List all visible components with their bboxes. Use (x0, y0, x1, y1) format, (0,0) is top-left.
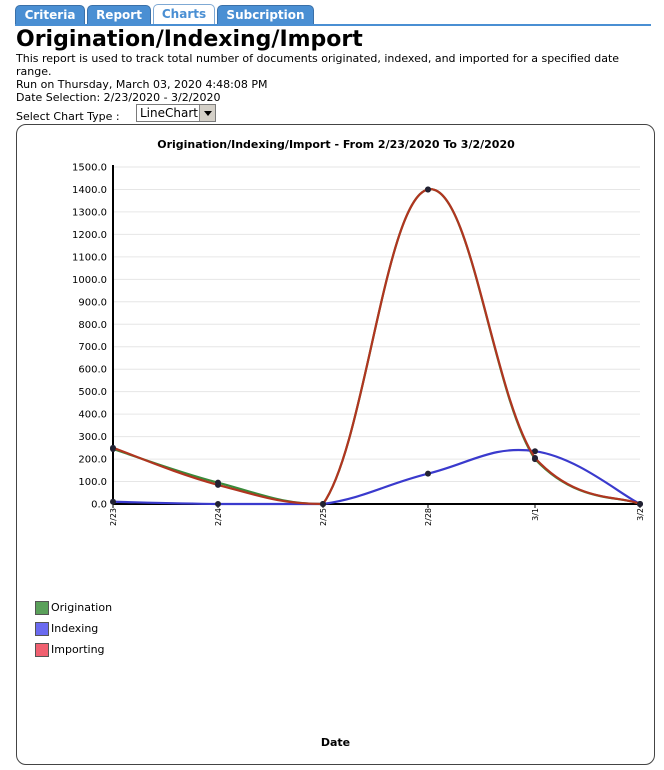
run-timestamp: Run on Thursday, March 03, 2020 4:48:08 … (16, 78, 268, 91)
y-tick-label: 1200.0 (72, 230, 107, 241)
chart-type-value: LineChart (140, 106, 198, 120)
data-point-indexing (532, 448, 538, 455)
tab-criteria[interactable]: Criteria (15, 5, 85, 25)
y-tick-label: 1000.0 (72, 275, 107, 286)
y-tick-label: 1400.0 (72, 185, 107, 196)
y-tick-label: 100.0 (78, 477, 107, 488)
y-tick-label: 700.0 (78, 342, 107, 353)
y-tick-label: 1100.0 (72, 252, 107, 263)
y-tick-label: 600.0 (78, 365, 107, 376)
legend-swatch-indexing (35, 622, 49, 636)
y-tick-label: 1300.0 (72, 207, 107, 218)
x-tick-label: 3/1 (531, 508, 540, 521)
chart-panel (16, 124, 655, 765)
report-description: This report is used to track total numbe… (16, 52, 620, 78)
legend-label-indexing: Indexing (51, 622, 99, 635)
y-tick-label: 500.0 (78, 387, 107, 398)
data-point-importing (215, 481, 221, 488)
data-point-indexing (110, 498, 116, 505)
chart-type-label: Select Chart Type : (16, 110, 120, 123)
chart-title: Origination/Indexing/Import - From 2/23/… (157, 138, 515, 151)
y-tick-label: 200.0 (78, 455, 107, 466)
x-tick-label: 2/25 (319, 508, 328, 526)
data-point-importing (425, 186, 431, 193)
chevron-down-icon[interactable] (199, 105, 215, 121)
x-tick-label: 2/24 (214, 508, 223, 526)
data-point-importing (320, 501, 326, 507)
x-tick-label: 3/2 (636, 508, 645, 521)
data-point-importing (110, 444, 116, 451)
data-point-indexing (425, 470, 431, 477)
data-point-importing (532, 454, 538, 461)
data-point-indexing (215, 501, 221, 507)
x-axis-label: Date (320, 736, 351, 749)
y-tick-label: 400.0 (78, 410, 107, 421)
legend-label-importing: Importing (51, 643, 105, 656)
date-selection: Date Selection: 2/23/2020 - 3/2/2020 (16, 91, 221, 104)
tab-report[interactable]: Report (87, 5, 151, 25)
page-title: Origination/Indexing/Import (16, 27, 363, 52)
x-tick-label: 2/28 (424, 508, 433, 526)
data-point-importing (637, 501, 643, 507)
y-tick-label: 800.0 (78, 320, 107, 331)
y-tick-label: 0.0 (91, 500, 107, 511)
legend-label-origination: Origination (51, 601, 113, 614)
tab-charts[interactable]: Charts (153, 4, 215, 26)
legend-swatch-importing (35, 643, 49, 657)
chart-type-select[interactable]: LineChart (136, 104, 216, 122)
x-tick-label: 2/23 (109, 508, 118, 526)
y-tick-label: 900.0 (78, 297, 107, 308)
series-line-indexing (112, 448, 641, 506)
legend-swatch-origination (35, 601, 49, 615)
y-tick-label: 300.0 (78, 432, 107, 443)
y-tick-label: 1500.0 (72, 163, 107, 174)
tab-subcription[interactable]: Subcription (217, 5, 314, 25)
tab-divider (15, 24, 651, 26)
